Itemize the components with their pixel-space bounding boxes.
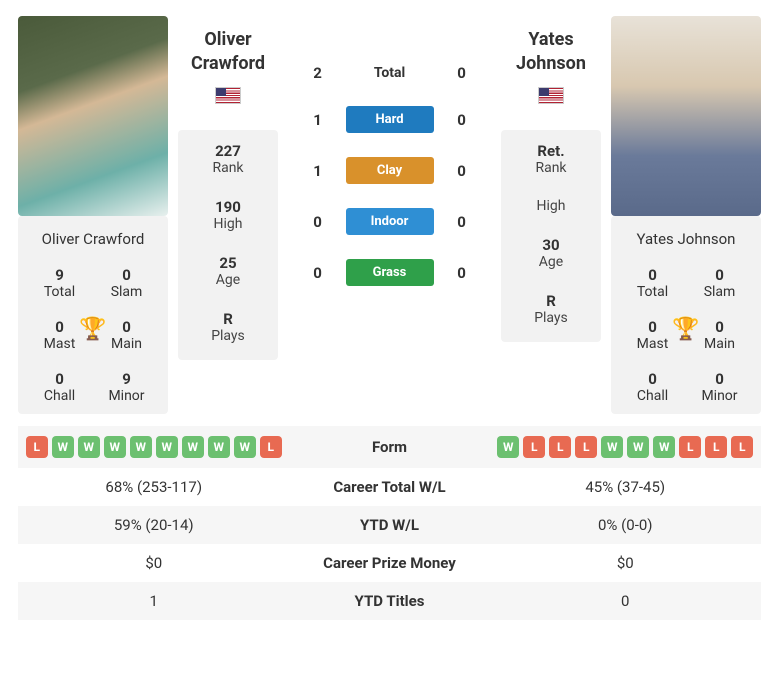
- player1-name-block: OliverCrawford 227Rank 190High 25Age RPl…: [178, 16, 278, 360]
- player1-stack: Oliver Crawford 9Total 0Slam 0Mast 0Main…: [18, 16, 168, 414]
- form-badge[interactable]: L: [705, 436, 727, 458]
- player2-flag-icon: [538, 87, 564, 104]
- form-badge[interactable]: W: [52, 436, 74, 458]
- player1-titles-card: Oliver Crawford 9Total 0Slam 0Mast 0Main…: [18, 216, 168, 414]
- form-badge[interactable]: W: [156, 436, 178, 458]
- player2-titles-card: Yates Johnson 0Total 0Slam 0Mast 0Main 0…: [611, 216, 761, 414]
- form-badge[interactable]: L: [731, 436, 753, 458]
- surface-row-clay: 1Clay0: [288, 157, 491, 184]
- form-badge[interactable]: W: [653, 436, 675, 458]
- form-badge[interactable]: W: [627, 436, 649, 458]
- form-badge[interactable]: W: [130, 436, 152, 458]
- compare-row: 68% (253-117)Career Total W/L45% (37-45): [18, 468, 761, 506]
- player2-name[interactable]: YatesJohnson: [501, 28, 601, 77]
- form-badge[interactable]: L: [523, 436, 545, 458]
- form-badge[interactable]: W: [497, 436, 519, 458]
- player2-photo[interactable]: [611, 16, 761, 216]
- surface-pill-clay[interactable]: Clay: [346, 157, 434, 184]
- surface-row-hard: 1Hard0: [288, 106, 491, 133]
- player1-name[interactable]: OliverCrawford: [178, 28, 278, 77]
- surface-pill-hard[interactable]: Hard: [346, 106, 434, 133]
- compare-row: 59% (20-14)YTD W/L0% (0-0): [18, 506, 761, 544]
- form-badge[interactable]: W: [601, 436, 623, 458]
- h2h-center: 2 Total 0 1Hard0 1Clay0 0Indoor0 0Grass0: [288, 16, 491, 310]
- surface-row-indoor: 0Indoor0: [288, 208, 491, 235]
- trophy-icon: 🏆: [672, 317, 699, 342]
- compare-row: 1YTD Titles0: [18, 582, 761, 620]
- player1-photo[interactable]: [18, 16, 168, 216]
- h2h-surfaces: 1Hard0 1Clay0 0Indoor0 0Grass0: [288, 106, 491, 286]
- form-badge[interactable]: L: [260, 436, 282, 458]
- form-badge[interactable]: W: [208, 436, 230, 458]
- form-badge[interactable]: L: [26, 436, 48, 458]
- surface-pill-indoor[interactable]: Indoor: [346, 208, 434, 235]
- player1-flag-icon: [215, 87, 241, 104]
- player1-titles-grid: 9Total 0Slam 0Mast 0Main 0Chall 9Minor 🏆: [26, 266, 160, 404]
- surface-pill-grass[interactable]: Grass: [346, 259, 434, 286]
- form-badge[interactable]: L: [575, 436, 597, 458]
- player2-name-block: YatesJohnson Ret.Rank High 30Age RPlays: [501, 16, 601, 342]
- form-badge[interactable]: W: [78, 436, 100, 458]
- surface-row-grass: 0Grass0: [288, 259, 491, 286]
- form-row: LWWWWWWWWL Form WLLLWWWLLL: [18, 426, 761, 468]
- form-badge[interactable]: L: [679, 436, 701, 458]
- player2-form: WLLLWWWLLL: [490, 436, 762, 458]
- form-badge[interactable]: W: [234, 436, 256, 458]
- form-badge[interactable]: W: [104, 436, 126, 458]
- player2-stack: Yates Johnson 0Total 0Slam 0Mast 0Main 0…: [611, 16, 761, 414]
- player1-form: LWWWWWWWWL: [18, 436, 290, 458]
- form-badge[interactable]: W: [182, 436, 204, 458]
- form-badge[interactable]: L: [549, 436, 571, 458]
- h2h-total-row: 2 Total 0: [288, 64, 491, 82]
- player2-stat-card: Ret.Rank High 30Age RPlays: [501, 130, 601, 342]
- form-label: Form: [290, 438, 490, 456]
- trophy-icon: 🏆: [79, 317, 106, 342]
- player1-stat-card: 227Rank 190High 25Age RPlays: [178, 130, 278, 360]
- comparison-table: LWWWWWWWWL Form WLLLWWWLLL 68% (253-117)…: [18, 426, 761, 620]
- player1-name-small[interactable]: Oliver Crawford: [26, 230, 160, 248]
- player2-name-small[interactable]: Yates Johnson: [619, 230, 753, 248]
- compare-row: $0Career Prize Money$0: [18, 544, 761, 582]
- player2-titles-grid: 0Total 0Slam 0Mast 0Main 0Chall 0Minor 🏆: [619, 266, 753, 404]
- top-comparison-row: Oliver Crawford 9Total 0Slam 0Mast 0Main…: [18, 16, 761, 414]
